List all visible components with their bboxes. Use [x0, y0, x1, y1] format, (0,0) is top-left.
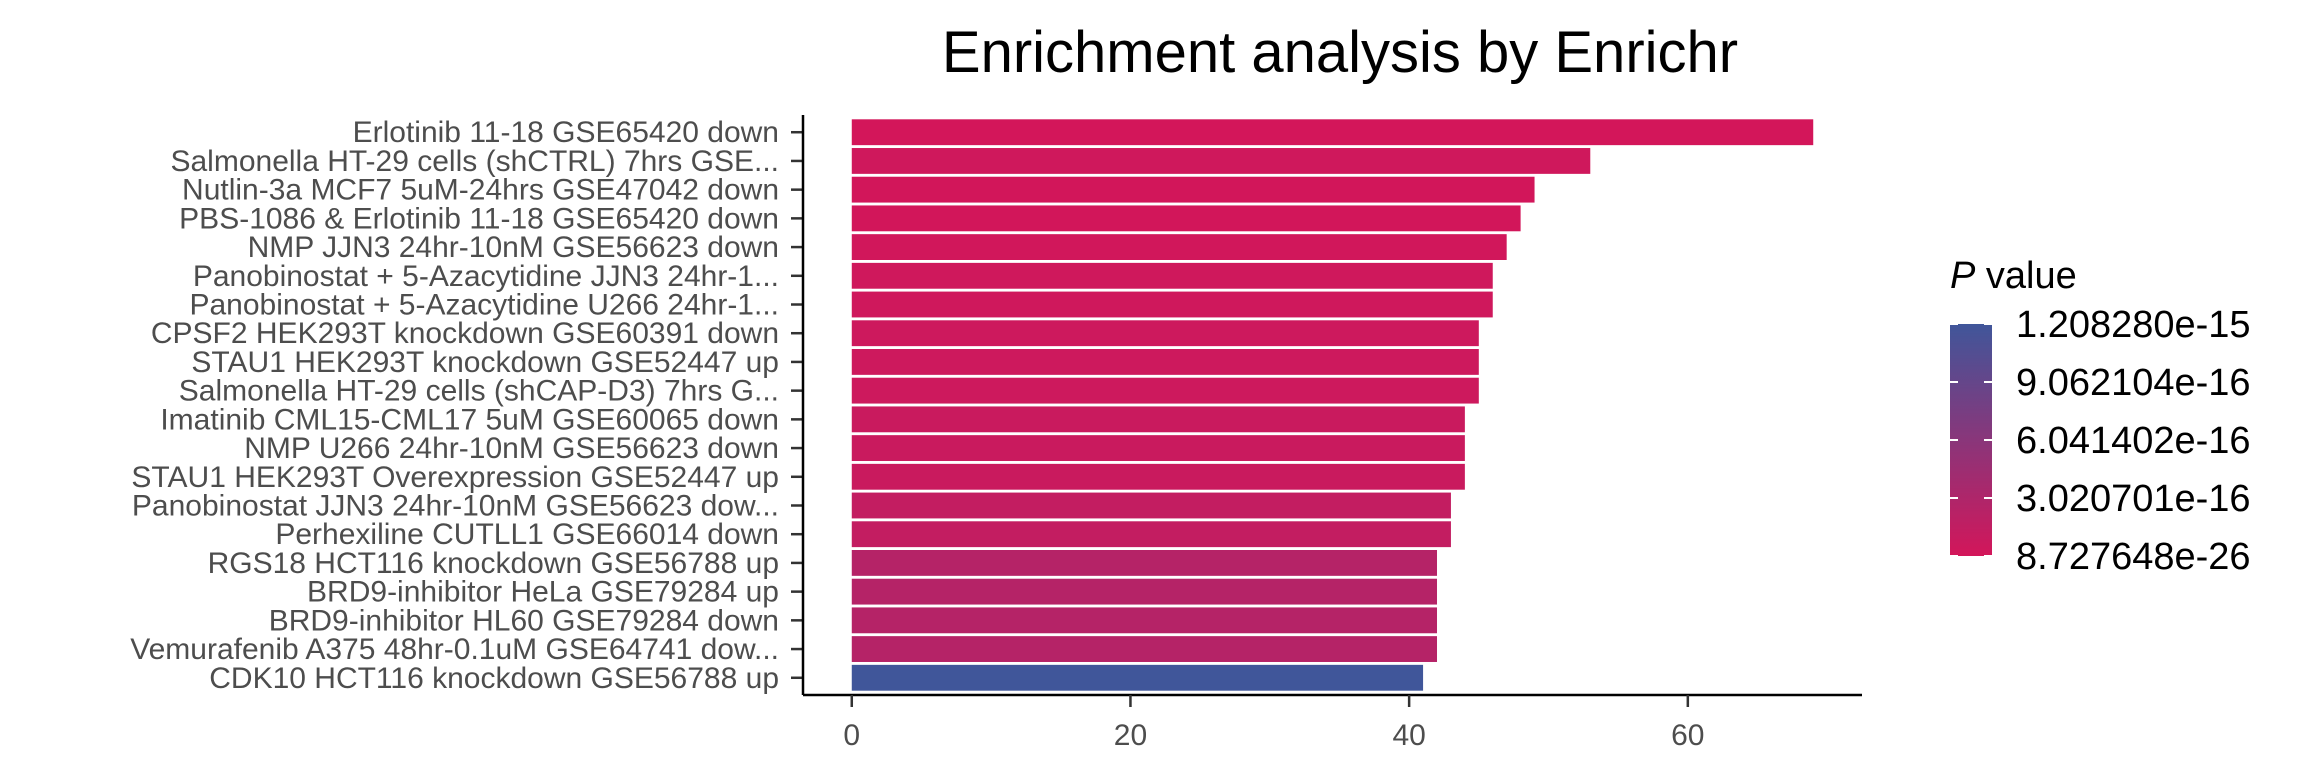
legend-title: P value	[1950, 255, 2077, 297]
x-tick-label: 40	[1392, 719, 1425, 752]
category-label: BRD9-inhibitor HeLa GSE79284 up	[307, 576, 779, 609]
bar	[851, 291, 1493, 318]
bar	[851, 406, 1465, 433]
category-label: NMP JJN3 24hr-10nM GSE56623 down	[248, 231, 779, 264]
category-label: Perhexiline CUTLL1 GSE66014 down	[275, 518, 779, 551]
bar	[851, 607, 1438, 634]
bar	[851, 349, 1479, 375]
bar	[851, 234, 1507, 260]
category-labels: Erlotinib 11-18 GSE65420 downSalmonella …	[130, 116, 803, 695]
category-label: PBS-1086 & Erlotinib 11-18 GSE65420 down	[179, 202, 779, 235]
category-label: CDK10 HCT116 knockdown GSE56788 up	[209, 662, 779, 695]
category-label: Salmonella HT-29 cells (shCAP-D3) 7hrs G…	[179, 375, 779, 408]
bar	[851, 119, 1814, 146]
bar	[851, 148, 1591, 174]
x-tick-label: 20	[1114, 719, 1147, 752]
bar	[851, 176, 1535, 203]
legend-label: 9.062104e-16	[2016, 362, 2251, 404]
x-tick-label: 60	[1671, 719, 1704, 752]
legend: P value 1.208280e-15 9.062104e-16 6.041402…	[1950, 255, 2251, 578]
bar	[851, 521, 1451, 548]
bar	[851, 205, 1521, 232]
chart-title: Enrichment analysis by Enrichr	[942, 20, 1738, 85]
bar	[851, 664, 1424, 691]
category-label: STAU1 HEK293T knockdown GSE52447 up	[191, 346, 779, 379]
axes: 0 20 40 60	[801, 115, 1862, 752]
category-label: Erlotinib 11-18 GSE65420 down	[353, 116, 779, 149]
legend-ticks: 1.208280e-15 9.062104e-16 6.041402e-16 3.02…	[1950, 304, 2251, 578]
category-label: Imatinib CML15-CML17 5uM GSE60065 down	[160, 403, 779, 436]
bar	[851, 320, 1479, 347]
bar	[851, 578, 1438, 605]
legend-label: 3.020701e-16	[2016, 478, 2251, 520]
category-label: CPSF2 HEK293T knockdown GSE60391 down	[151, 317, 779, 350]
category-label: Vemurafenib A375 48hr-0.1uM GSE64741 dow…	[130, 633, 779, 666]
x-tick-label: 0	[843, 719, 860, 752]
category-label: BRD9-inhibitor HL60 GSE79284 down	[269, 604, 779, 637]
bar	[851, 463, 1465, 490]
bar	[851, 377, 1479, 404]
legend-label: 8.727648e-26	[2016, 536, 2251, 578]
category-label: Panobinostat JJN3 24hr-10nM GSE56623 dow…	[132, 489, 779, 522]
category-label: NMP U266 24hr-10nM GSE56623 down	[244, 432, 779, 465]
bar	[851, 636, 1438, 662]
category-label: STAU1 HEK293T Overexpression GSE52447 up	[131, 461, 779, 494]
category-label: Panobinostat + 5-Azacytidine U266 24hr-1…	[189, 289, 779, 322]
bar	[851, 435, 1465, 461]
bar	[851, 550, 1438, 576]
bar	[851, 492, 1451, 519]
legend-label: 6.041402e-16	[2016, 420, 2251, 462]
legend-label: 1.208280e-15	[2016, 304, 2251, 346]
bar	[851, 262, 1493, 289]
category-label: Salmonella HT-29 cells (shCTRL) 7hrs GSE…	[170, 145, 779, 178]
bars-layer	[851, 119, 1814, 691]
category-label: Nutlin-3a MCF7 5uM-24hrs GSE47042 down	[182, 174, 779, 207]
category-label: Panobinostat + 5-Azacytidine JJN3 24hr-1…	[193, 260, 779, 293]
category-label: RGS18 HCT116 knockdown GSE56788 up	[208, 547, 779, 580]
